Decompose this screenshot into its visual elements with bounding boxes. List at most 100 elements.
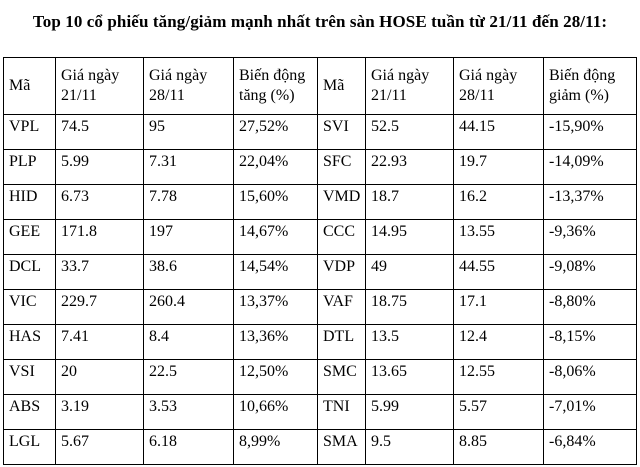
loser-code-cell: DTL (317, 324, 366, 360)
gainer-change-cell: 14,67% (233, 219, 318, 255)
table-row: VIC 229.7 260.4 13,37% VAF 18.75 17.1 -8,80% (3, 289, 637, 325)
loser-code-cell: SVI (317, 114, 366, 150)
gainer-price-28-cell: 95 (143, 114, 234, 150)
gainer-change-cell: 12,50% (233, 359, 318, 395)
loser-change-cell: -9,36% (543, 219, 637, 255)
loser-change-cell: -8,80% (543, 289, 637, 325)
loser-code-cell: CCC (317, 219, 366, 255)
loser-price-21-cell: 14.95 (365, 219, 454, 255)
gainer-price-28-cell: 197 (143, 219, 234, 255)
gainer-price-28-cell: 8.4 (143, 324, 234, 360)
loser-price-21-cell: 52.5 (365, 114, 454, 150)
gainer-price-21-cell: 5.99 (55, 149, 144, 185)
table-row: HAS 7.41 8.4 13,36% DTL 13.5 12.4 -8,15% (3, 324, 637, 360)
header-loser-price-28: Giá ngày 28/11 (453, 57, 544, 115)
loser-price-21-cell: 5.99 (365, 394, 454, 430)
gainer-price-21-cell: 5.67 (55, 429, 144, 465)
loser-code-cell: TNI (317, 394, 366, 430)
gainer-code-cell: ABS (3, 394, 56, 430)
table-row: LGL 5.67 6.18 8,99% SMA 9.5 8.85 -6,84% (3, 429, 637, 465)
gainer-price-21-cell: 20 (55, 359, 144, 395)
header-loser-change: Biến động giảm (%) (543, 57, 637, 115)
gainer-price-21-cell: 171.8 (55, 219, 144, 255)
loser-price-21-cell: 13.65 (365, 359, 454, 395)
table-row: DCL 33.7 38.6 14,54% VDP 49 44.55 -9,08% (3, 254, 637, 290)
loser-price-21-cell: 9.5 (365, 429, 454, 465)
loser-change-cell: -8,15% (543, 324, 637, 360)
gainer-price-28-cell: 260.4 (143, 289, 234, 325)
loser-price-28-cell: 12.55 (453, 359, 544, 395)
loser-change-cell: -13,37% (543, 184, 637, 220)
gainer-change-cell: 10,66% (233, 394, 318, 430)
loser-code-cell: SMC (317, 359, 366, 395)
gainer-price-21-cell: 7.41 (55, 324, 144, 360)
loser-price-21-cell: 18.7 (365, 184, 454, 220)
table-row: ABS 3.19 3.53 10,66% TNI 5.99 5.57 -7,01% (3, 394, 637, 430)
gainer-price-28-cell: 7.31 (143, 149, 234, 185)
page-title: Top 10 cổ phiếu tăng/giảm mạnh nhất trên… (32, 12, 608, 31)
gainer-code-cell: VPL (3, 114, 56, 150)
loser-change-cell: -14,09% (543, 149, 637, 185)
gainer-code-cell: GEE (3, 219, 56, 255)
loser-change-cell: -9,08% (543, 254, 637, 290)
gainer-code-cell: VIC (3, 289, 56, 325)
stock-table: Mã Giá ngày 21/11 Giá ngày 28/11 Biến độ… (3, 57, 637, 465)
loser-code-cell: VMD (317, 184, 366, 220)
gainer-price-21-cell: 33.7 (55, 254, 144, 290)
table-body: VPL 74.5 95 27,52% SVI 52.5 44.15 -15,90% PLP 5.9… (3, 114, 637, 465)
loser-price-28-cell: 8.85 (453, 429, 544, 465)
loser-price-28-cell: 44.15 (453, 114, 544, 150)
header-loser-code: Mã (317, 57, 366, 115)
gainer-price-28-cell: 22.5 (143, 359, 234, 395)
gainer-change-cell: 13,36% (233, 324, 318, 360)
loser-code-cell: SMA (317, 429, 366, 465)
table-row: VSI 20 22.5 12,50% SMC 13.65 12.55 -8,06% (3, 359, 637, 395)
loser-change-cell: -7,01% (543, 394, 637, 430)
loser-price-28-cell: 12.4 (453, 324, 544, 360)
loser-change-cell: -6,84% (543, 429, 637, 465)
header-row: Mã Giá ngày 21/11 Giá ngày 28/11 Biến độ… (3, 57, 637, 115)
gainer-change-cell: 14,54% (233, 254, 318, 290)
gainer-price-28-cell: 38.6 (143, 254, 234, 290)
loser-code-cell: VAF (317, 289, 366, 325)
gainer-price-21-cell: 6.73 (55, 184, 144, 220)
header-loser-price-21: Giá ngày 21/11 (365, 57, 454, 115)
gainer-change-cell: 27,52% (233, 114, 318, 150)
table-row: PLP 5.99 7.31 22,04% SFC 22.93 19.7 -14,09% (3, 149, 637, 185)
gainer-code-cell: LGL (3, 429, 56, 465)
header-gainer-price-21: Giá ngày 21/11 (55, 57, 144, 115)
gainer-change-cell: 15,60% (233, 184, 318, 220)
loser-price-28-cell: 19.7 (453, 149, 544, 185)
loser-price-28-cell: 16.2 (453, 184, 544, 220)
table-row: HID 6.73 7.78 15,60% VMD 18.7 16.2 -13,37% (3, 184, 637, 220)
loser-code-cell: SFC (317, 149, 366, 185)
header-gainer-price-28: Giá ngày 28/11 (143, 57, 234, 115)
gainer-price-28-cell: 6.18 (143, 429, 234, 465)
loser-price-28-cell: 13.55 (453, 219, 544, 255)
table-row: GEE 171.8 197 14,67% CCC 14.95 13.55 -9,36% (3, 219, 637, 255)
gainer-price-28-cell: 7.78 (143, 184, 234, 220)
gainer-code-cell: HID (3, 184, 56, 220)
loser-price-28-cell: 17.1 (453, 289, 544, 325)
gainer-change-cell: 13,37% (233, 289, 318, 325)
gainer-code-cell: PLP (3, 149, 56, 185)
loser-change-cell: -8,06% (543, 359, 637, 395)
gainer-price-28-cell: 3.53 (143, 394, 234, 430)
header-gainer-change: Biến động tăng (%) (233, 57, 318, 115)
table-row: VPL 74.5 95 27,52% SVI 52.5 44.15 -15,90% (3, 114, 637, 150)
gainer-price-21-cell: 229.7 (55, 289, 144, 325)
gainer-code-cell: HAS (3, 324, 56, 360)
loser-price-21-cell: 49 (365, 254, 454, 290)
gainer-price-21-cell: 74.5 (55, 114, 144, 150)
gainer-price-21-cell: 3.19 (55, 394, 144, 430)
loser-price-21-cell: 22.93 (365, 149, 454, 185)
loser-code-cell: VDP (317, 254, 366, 290)
loser-price-21-cell: 18.75 (365, 289, 454, 325)
gainer-change-cell: 22,04% (233, 149, 318, 185)
gainer-code-cell: DCL (3, 254, 56, 290)
header-gainer-code: Mã (3, 57, 56, 115)
loser-price-21-cell: 13.5 (365, 324, 454, 360)
gainer-code-cell: VSI (3, 359, 56, 395)
loser-price-28-cell: 44.55 (453, 254, 544, 290)
